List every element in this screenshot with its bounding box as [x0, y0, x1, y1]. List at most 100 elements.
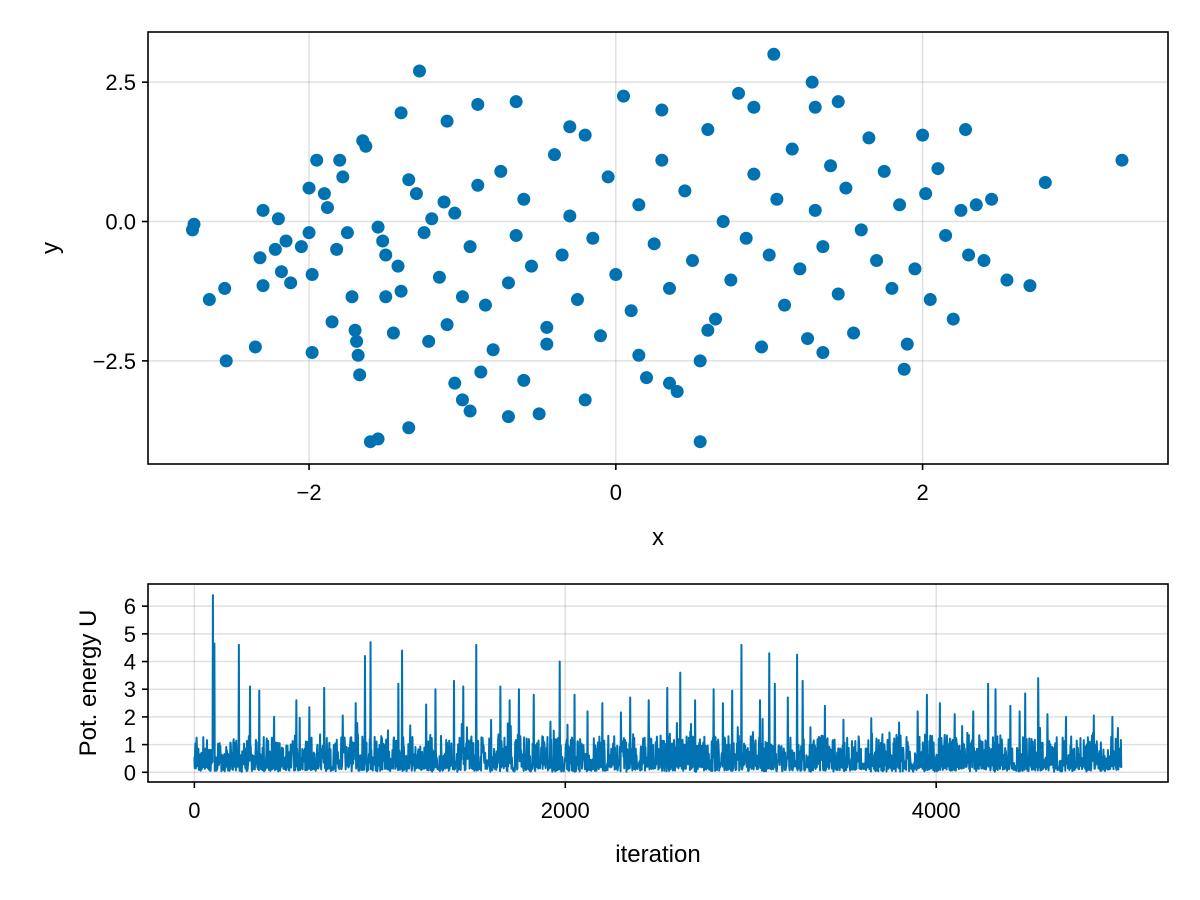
scatter-point — [923, 293, 937, 307]
scatter-point — [639, 371, 653, 385]
scatter-point — [586, 231, 600, 245]
energy-x-tick-label: 2000 — [541, 798, 590, 823]
scatter-point — [350, 334, 364, 348]
scatter-point — [601, 170, 615, 184]
scatter-point — [747, 167, 761, 181]
scatter-point — [693, 435, 707, 449]
scatter-point — [816, 240, 830, 254]
scatter-point — [524, 259, 538, 273]
scatter-point — [340, 226, 354, 240]
scatter-point — [755, 340, 769, 354]
scatter-point — [320, 201, 334, 215]
scatter-point — [371, 432, 385, 446]
energy-frame — [147, 583, 1169, 783]
scatter-point — [885, 281, 899, 295]
scatter-point — [330, 242, 344, 256]
energy-y-tick-label: 5 — [124, 622, 136, 647]
scatter-point — [831, 95, 845, 109]
energy-x-axis-label: iteration — [615, 841, 700, 868]
scatter-y-tick-label: −2.5 — [93, 349, 136, 374]
scatter-point — [847, 326, 861, 340]
scatter-point — [663, 281, 677, 295]
scatter-point — [517, 373, 531, 387]
scatter-point — [877, 164, 891, 178]
scatter-point — [432, 270, 446, 284]
scatter-point — [348, 323, 362, 337]
scatter-point — [333, 153, 347, 167]
scatter-point — [391, 259, 405, 273]
scatter-point — [931, 162, 945, 176]
scatter-point — [555, 248, 569, 262]
energy-x-tick-label: 4000 — [912, 798, 961, 823]
scatter-point — [647, 237, 661, 251]
scatter-points — [185, 47, 1129, 449]
scatter-point — [448, 376, 462, 390]
scatter-point — [394, 284, 408, 298]
scatter-point — [353, 368, 367, 382]
scatter-point — [547, 148, 561, 162]
energy-y-tick-label: 0 — [124, 760, 136, 785]
scatter-point — [663, 376, 677, 390]
scatter-point — [655, 153, 669, 167]
scatter-point — [862, 131, 876, 145]
scatter-point — [379, 290, 393, 304]
scatter-point — [962, 248, 976, 262]
scatter-point — [939, 228, 953, 242]
scatter-point — [394, 106, 408, 120]
scatter-point — [540, 337, 554, 351]
scatter-point — [578, 393, 592, 407]
scatter-point — [359, 139, 373, 153]
scatter-point — [808, 100, 822, 114]
scatter-point — [570, 293, 584, 307]
scatter-y-axis-label: y — [37, 242, 64, 254]
scatter-point — [256, 279, 270, 293]
scatter-point — [478, 298, 492, 312]
scatter-point — [724, 273, 738, 287]
scatter-point — [509, 228, 523, 242]
scatter-point — [762, 248, 776, 262]
scatter-point — [494, 164, 508, 178]
scatter-point — [425, 212, 439, 226]
scatter-point — [517, 192, 531, 206]
scatter-point — [509, 95, 523, 109]
scatter-point — [417, 226, 431, 240]
scatter-point — [900, 337, 914, 351]
scatter-point — [985, 192, 999, 206]
scatter-point — [463, 240, 477, 254]
scatter-x-axis-label: x — [652, 524, 664, 551]
scatter-point — [486, 343, 500, 357]
scatter-x-tick-label: 0 — [610, 480, 622, 505]
scatter-ticks: −2 0 2 −2.5 0.0 2.5 — [93, 70, 929, 505]
scatter-point — [563, 209, 577, 223]
energy-x-tick-label: 0 — [188, 798, 200, 823]
scatter-point — [824, 159, 838, 173]
scatter-point — [801, 332, 815, 346]
scatter-point — [616, 89, 630, 103]
scatter-point — [808, 203, 822, 217]
scatter-point — [256, 203, 270, 217]
scatter-x-tick-label: −2 — [297, 480, 322, 505]
scatter-point — [310, 153, 324, 167]
scatter-point — [271, 212, 285, 226]
scatter-point — [1000, 273, 1014, 287]
energy-y-tick-label: 3 — [124, 677, 136, 702]
scatter-point — [305, 346, 319, 360]
scatter-point — [655, 103, 669, 117]
scatter-point — [870, 254, 884, 268]
scatter-point — [563, 120, 577, 134]
energy-y-tick-label: 6 — [124, 594, 136, 619]
scatter-point — [325, 315, 339, 329]
scatter-point — [448, 206, 462, 220]
scatter-point — [422, 334, 436, 348]
scatter-point — [632, 348, 646, 362]
scatter-point — [437, 195, 451, 209]
scatter-point — [471, 178, 485, 192]
scatter-point — [793, 262, 807, 276]
scatter-point — [402, 173, 416, 187]
scatter-point — [336, 170, 350, 184]
scatter-point — [678, 184, 692, 198]
scatter-point — [471, 97, 485, 111]
scatter-point — [219, 354, 233, 368]
